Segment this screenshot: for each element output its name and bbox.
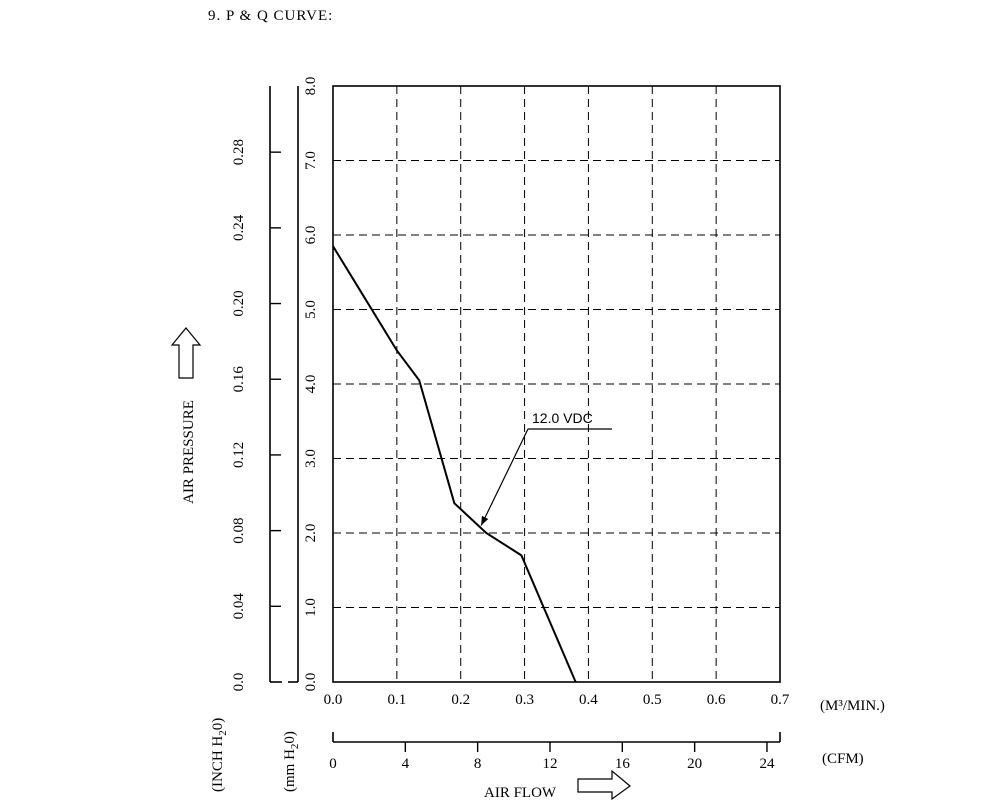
inch-tick-label-2: 0.08 — [231, 517, 247, 543]
x-tick-label-7: 0.7 — [771, 692, 790, 708]
cfm-tick-label-1: 4 — [402, 756, 410, 772]
x-unit-secondary: (CFM) — [822, 751, 864, 767]
x-tick-label-5: 0.5 — [643, 692, 662, 708]
plot-frame — [332, 85, 781, 683]
y-axis-label: AIR PRESSURE — [181, 400, 197, 504]
cfm-tick-label-6: 24 — [759, 756, 775, 772]
inch-tick-label-4: 0.16 — [231, 366, 247, 393]
right-arrow-icon — [577, 769, 631, 801]
mm-tick-label-1: 1.0 — [303, 598, 319, 617]
section-heading: 9. P & Q CURVE: — [208, 8, 334, 24]
axes — [269, 86, 781, 752]
inch-tick-label-6: 0.24 — [231, 214, 247, 241]
cfm-tick-label-4: 16 — [615, 756, 631, 772]
inch-tick-label-0: 0.0 — [231, 673, 247, 692]
x-tick-label-3: 0.3 — [515, 692, 534, 708]
annotation-leader-line — [480, 428, 529, 526]
grid-lines — [333, 86, 780, 682]
mm-tick-label-4: 4.0 — [303, 375, 319, 394]
cfm-tick-label-3: 12 — [542, 756, 557, 772]
mm-tick-label-3: 3.0 — [303, 449, 319, 468]
curve-annotation: 12.0 VDC — [480, 410, 612, 526]
x-axis-label: AIR FLOW — [484, 785, 557, 801]
x-tick-label-6: 0.6 — [707, 692, 726, 708]
cfm-tick-label-5: 20 — [687, 756, 702, 772]
x-tick-label-2: 0.2 — [451, 692, 470, 708]
inch-tick-label-1: 0.04 — [231, 593, 247, 620]
annotation-label: 12.0 VDC — [532, 410, 593, 426]
series-line-12vdc — [332, 245, 577, 683]
x-unit-primary: (M³/MIN.) — [820, 698, 885, 714]
x-tick-label-4: 0.4 — [579, 692, 598, 708]
x-tick-label-1: 0.1 — [387, 692, 406, 708]
mm-tick-label-6: 6.0 — [303, 226, 319, 245]
mm-tick-label-8: 8.0 — [303, 77, 319, 96]
y-unit-mm: (mm H20) — [282, 731, 301, 792]
mm-tick-label-2: 2.0 — [303, 524, 319, 543]
cfm-tick-label-2: 8 — [474, 756, 482, 772]
inch-tick-label-7: 0.28 — [231, 139, 247, 165]
mm-tick-label-0: 0.0 — [303, 673, 319, 692]
y-unit-inch: (INCH H20) — [210, 718, 229, 792]
inch-tick-label-3: 0.12 — [231, 442, 247, 468]
cfm-tick-label-0: 0 — [329, 756, 337, 772]
tick-labels: 0.0 0.1 0.2 0.3 0.4 0.5 0.6 0.7 0 4 8 12 16 20 24 0.0 1.… — [231, 77, 790, 772]
annotation-arrow-head — [481, 515, 489, 526]
mm-tick-label-7: 7.0 — [303, 151, 319, 170]
up-arrow-icon — [170, 327, 202, 379]
inch-tick-label-5: 0.20 — [231, 290, 247, 316]
mm-tick-label-5: 5.0 — [303, 300, 319, 319]
x-tick-label-0: 0.0 — [324, 692, 343, 708]
